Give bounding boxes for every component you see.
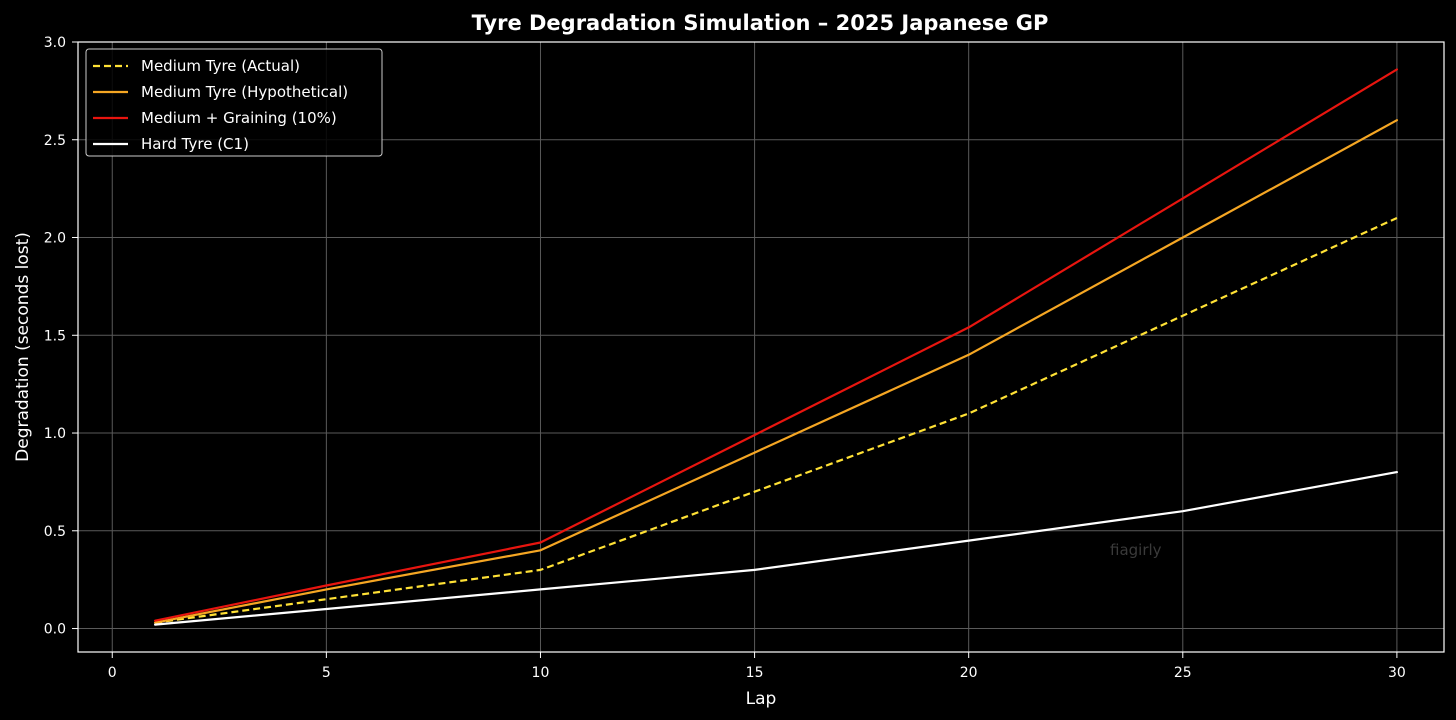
x-tick-label: 5 [322, 665, 331, 681]
legend-items: Medium Tyre (Actual) Medium Tyre (Hypothe… [93, 57, 348, 153]
legend: Medium Tyre (Actual) Medium Tyre (Hypothe… [85, 48, 383, 157]
legend-label-0: Medium Tyre (Actual) [141, 57, 300, 75]
series-lines [154, 68, 1399, 626]
chart-title: Tyre Degradation Simulation – 2025 Japan… [472, 11, 1049, 35]
y-axis-label: Degradation (seconds lost) [13, 232, 33, 462]
legend-box [85, 48, 383, 157]
x-tick-label: 20 [960, 665, 978, 681]
series-line-2 [154, 68, 1399, 622]
axis-ticks: 0 5 10 15 20 25 30 0.0 0.5 1.0 1.5 2.0 2.5 3.0 [44, 35, 1406, 681]
legend-label-1: Medium Tyre (Hypothetical) [141, 83, 348, 101]
series-line-1 [154, 119, 1399, 624]
y-tick-label: 0.0 [44, 622, 66, 638]
series-line-0 [154, 216, 1398, 624]
watermark-text: fiagirly [1110, 541, 1162, 559]
y-tick-label: 0.5 [44, 524, 66, 540]
y-tick-label: 1.5 [44, 328, 66, 344]
legend-label-2: Medium + Graining (10%) [141, 109, 337, 127]
x-axis-label: Lap [746, 689, 777, 709]
x-tick-label: 25 [1174, 665, 1192, 681]
plot-frame [77, 41, 1445, 653]
y-tick-label: 2.5 [44, 133, 66, 149]
legend-label-3: Hard Tyre (C1) [141, 135, 249, 153]
series-line-3 [154, 471, 1399, 626]
y-tick-label: 3.0 [44, 35, 66, 51]
x-tick-label: 10 [532, 665, 550, 681]
y-tick-label: 1.0 [44, 426, 66, 442]
y-tick-label: 2.0 [44, 231, 66, 247]
x-tick-label: 0 [108, 665, 117, 681]
x-tick-label: 30 [1388, 665, 1406, 681]
x-tick-label: 15 [746, 665, 764, 681]
